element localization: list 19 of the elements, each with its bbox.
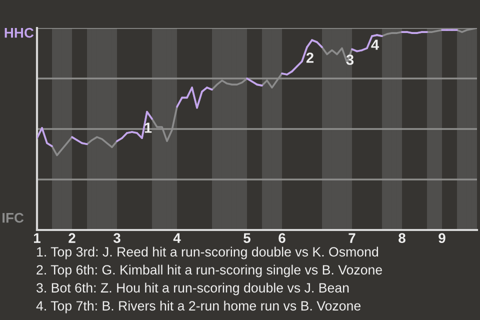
x-tick-label: 3 [113,233,120,243]
x-tick-label: 7 [348,233,356,243]
text: IFC [2,212,24,223]
x-tick-label: 2 [68,233,76,243]
text: 1. Top 3rd: J. Reed hit a run-scoring double vs K. Osmond [37,246,378,260]
text: 3. Bot 6th: Z. Hou hit a run-scoring double vs J. Bean [36,282,349,296]
annotation: 3 [346,54,354,65]
x-tick-label: 9 [438,233,446,243]
text: 2. Top 6th: G. Kimball hit a run-scoring single vs B. Vozone [36,264,382,278]
text: HHC [4,28,34,38]
annotation: 2 [306,52,314,63]
text: 4. Top 7th: B. Rivers hit a 2-run home run vs B. Vozone [36,300,361,314]
x-tick-label: 4 [173,233,181,243]
annotation: 1 [144,122,152,133]
x-tick-label: 6 [278,233,286,243]
x-tick-label: 8 [398,233,406,243]
x-tick-label: 1 [34,233,40,243]
x-tick-label: 5 [244,233,250,243]
annotation: 4 [371,40,379,50]
